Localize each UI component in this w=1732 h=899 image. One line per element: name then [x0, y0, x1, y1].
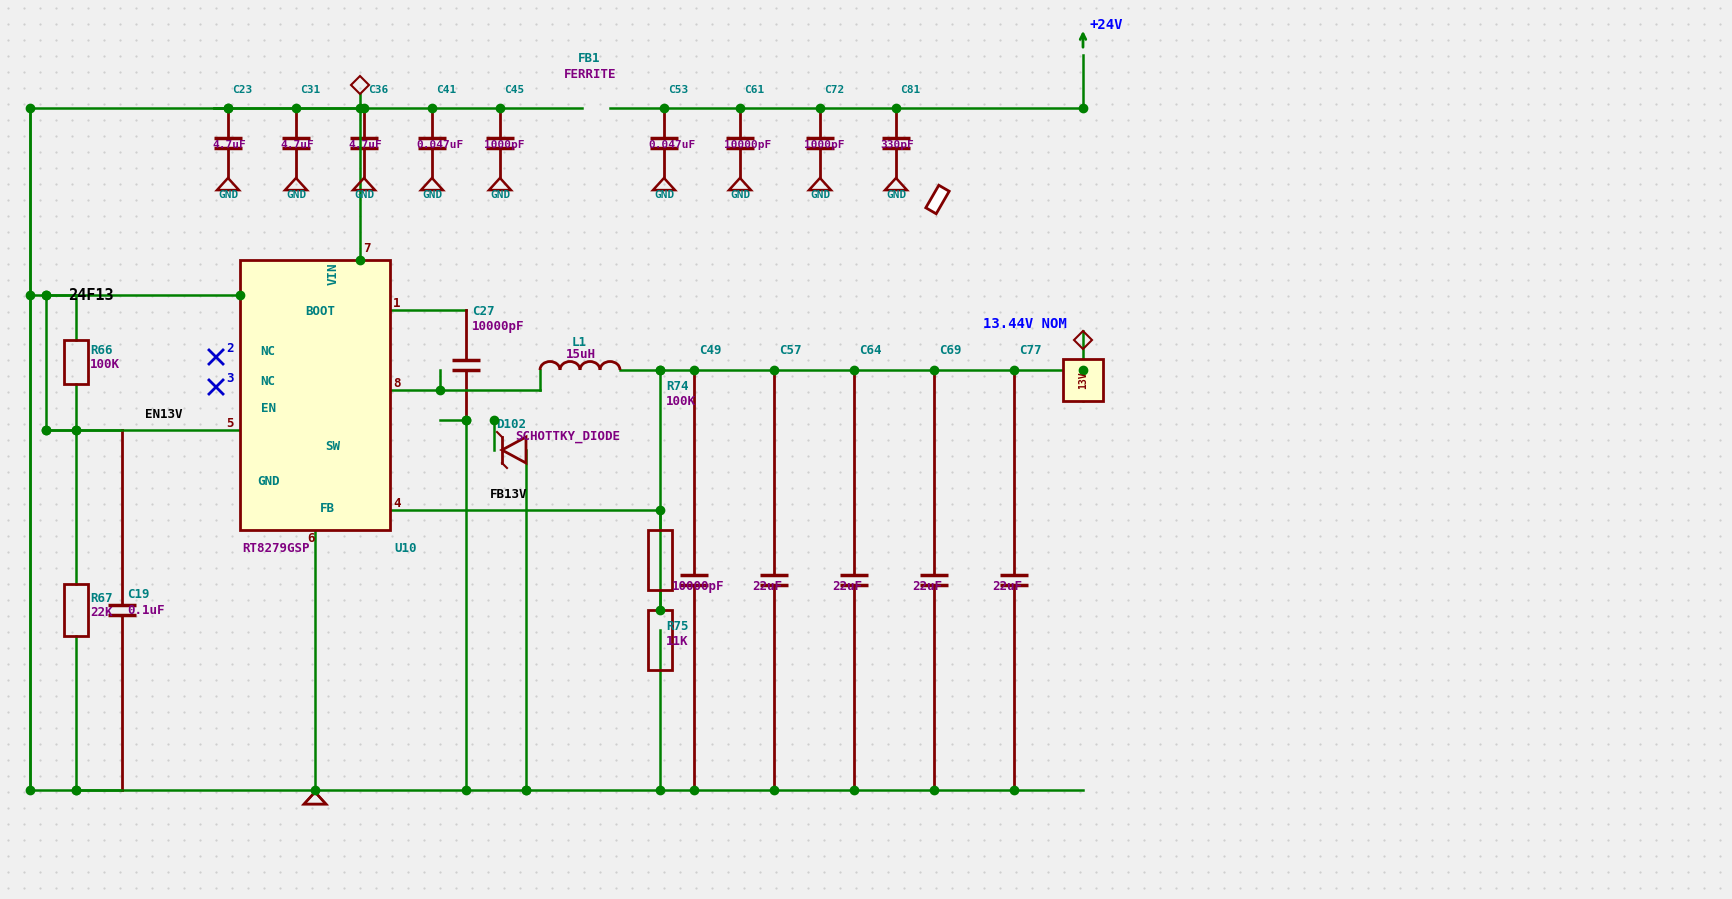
Text: 22uF: 22uF — [913, 580, 942, 593]
Bar — [1063, 359, 1103, 401]
Text: 10000pF: 10000pF — [473, 320, 525, 333]
Text: 330pF: 330pF — [880, 140, 914, 150]
Text: 22uF: 22uF — [831, 580, 863, 593]
Text: L1: L1 — [572, 336, 587, 349]
Text: VIN: VIN — [327, 263, 339, 285]
Text: FB13V: FB13V — [490, 488, 528, 501]
Text: C27: C27 — [473, 305, 495, 318]
Text: 0.047uF: 0.047uF — [416, 140, 462, 150]
Text: 11K: 11K — [667, 635, 689, 648]
Text: GND: GND — [353, 190, 374, 200]
Text: NC: NC — [260, 375, 275, 388]
Text: C53: C53 — [669, 85, 688, 95]
Text: 22uF: 22uF — [752, 580, 783, 593]
Text: 1: 1 — [393, 297, 400, 310]
Text: C77: C77 — [1018, 344, 1041, 357]
Text: 1000pF: 1000pF — [483, 140, 525, 150]
Text: 10000pF: 10000pF — [672, 580, 724, 593]
Text: C19: C19 — [126, 588, 149, 601]
Text: C49: C49 — [700, 344, 722, 357]
Text: 24F13: 24F13 — [68, 288, 114, 303]
Text: 0.047uF: 0.047uF — [648, 140, 695, 150]
Text: 22K: 22K — [90, 606, 113, 619]
Text: 5: 5 — [225, 417, 234, 430]
Text: 13.44V NOM: 13.44V NOM — [984, 317, 1067, 331]
Text: +24V: +24V — [1089, 18, 1122, 32]
Text: GND: GND — [423, 190, 442, 200]
Text: FB: FB — [319, 502, 334, 515]
Text: RT8279GSP: RT8279GSP — [242, 542, 310, 555]
Text: 7: 7 — [364, 242, 371, 255]
Text: 4.7uF: 4.7uF — [281, 140, 313, 150]
Text: 0.1uF: 0.1uF — [126, 604, 165, 617]
Text: C23: C23 — [232, 85, 253, 95]
Text: FERRITE: FERRITE — [565, 68, 617, 81]
Text: C81: C81 — [901, 85, 920, 95]
Text: EN13V: EN13V — [145, 408, 182, 421]
Text: 8: 8 — [393, 377, 400, 390]
Text: C69: C69 — [939, 344, 961, 357]
Text: SCHOTTKY_DIODE: SCHOTTKY_DIODE — [514, 431, 620, 443]
Text: 2: 2 — [225, 342, 234, 355]
Text: C64: C64 — [859, 344, 882, 357]
Text: 6: 6 — [307, 532, 315, 545]
Text: U10: U10 — [393, 542, 416, 555]
Text: GND: GND — [256, 475, 279, 488]
Text: R67: R67 — [90, 592, 113, 605]
Text: 100K: 100K — [90, 358, 120, 371]
Text: C41: C41 — [436, 85, 456, 95]
Text: 13V: 13V — [1077, 371, 1088, 388]
Text: 3: 3 — [225, 372, 234, 385]
Text: GND: GND — [490, 190, 511, 200]
Text: R75: R75 — [667, 620, 689, 633]
Text: 10000pF: 10000pF — [724, 140, 771, 150]
Text: 1000pF: 1000pF — [804, 140, 845, 150]
Bar — [648, 530, 672, 590]
Text: BOOT: BOOT — [305, 305, 334, 318]
Text: GND: GND — [655, 190, 674, 200]
Text: GND: GND — [811, 190, 830, 200]
Bar — [648, 610, 672, 670]
Bar — [64, 340, 88, 384]
Text: SW: SW — [326, 440, 341, 453]
Text: FB1: FB1 — [578, 52, 601, 65]
Text: C61: C61 — [745, 85, 764, 95]
Text: R66: R66 — [90, 344, 113, 357]
Text: 4.7uF: 4.7uF — [348, 140, 381, 150]
Text: C45: C45 — [504, 85, 525, 95]
Text: NC: NC — [260, 345, 275, 358]
Bar — [927, 185, 949, 214]
Text: 4.7uF: 4.7uF — [211, 140, 246, 150]
Text: 100K: 100K — [667, 395, 696, 408]
Bar — [64, 584, 88, 636]
Text: EN: EN — [260, 402, 275, 415]
Text: C36: C36 — [367, 85, 388, 95]
Text: GND: GND — [887, 190, 906, 200]
Text: 15uH: 15uH — [566, 348, 596, 361]
Text: GND: GND — [286, 190, 307, 200]
Text: 4: 4 — [393, 497, 400, 510]
Text: C31: C31 — [300, 85, 320, 95]
Text: GND: GND — [218, 190, 239, 200]
Text: D102: D102 — [495, 418, 527, 431]
Bar — [241, 260, 390, 530]
Text: C57: C57 — [779, 344, 802, 357]
Text: R74: R74 — [667, 380, 689, 393]
Text: C72: C72 — [824, 85, 843, 95]
Text: GND: GND — [729, 190, 750, 200]
Text: 22uF: 22uF — [992, 580, 1022, 593]
